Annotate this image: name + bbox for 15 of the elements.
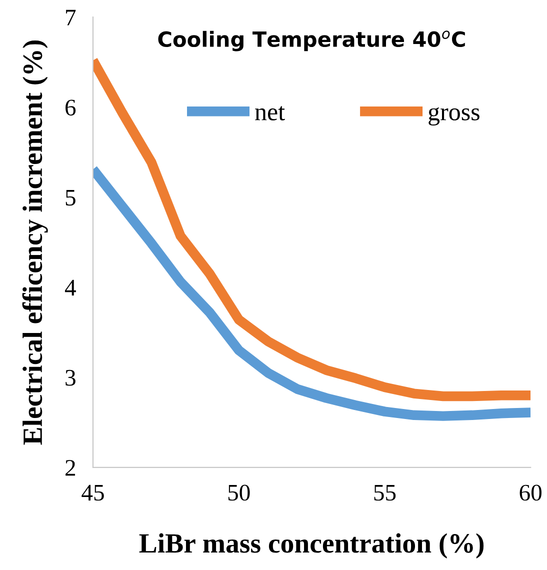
y-tick-label: 4 (64, 280, 76, 296)
x-tick-label: 60 (520, 484, 542, 501)
x-tick-label: 55 (374, 484, 396, 501)
y-tick-label: 3 (66, 370, 76, 386)
text: Cooling Temperature 40$^{o}$C (158, 30, 465, 52)
y-tick-label: 7 (66, 10, 76, 26)
legend-label: gross (428, 107, 480, 126)
y-tick-label: 6 (66, 100, 76, 116)
y-tick-label: 2 (66, 460, 76, 476)
x-tick-label: 50 (228, 484, 250, 501)
x-tick-label: 45 (82, 484, 104, 501)
y-tick-label: 5 (66, 190, 76, 206)
x-axis-title: LiBr mass concentration (%) (139, 533, 484, 558)
legend-label: net (255, 106, 285, 120)
y-axis-title: Electrical efficency increment (%) (22, 40, 48, 445)
